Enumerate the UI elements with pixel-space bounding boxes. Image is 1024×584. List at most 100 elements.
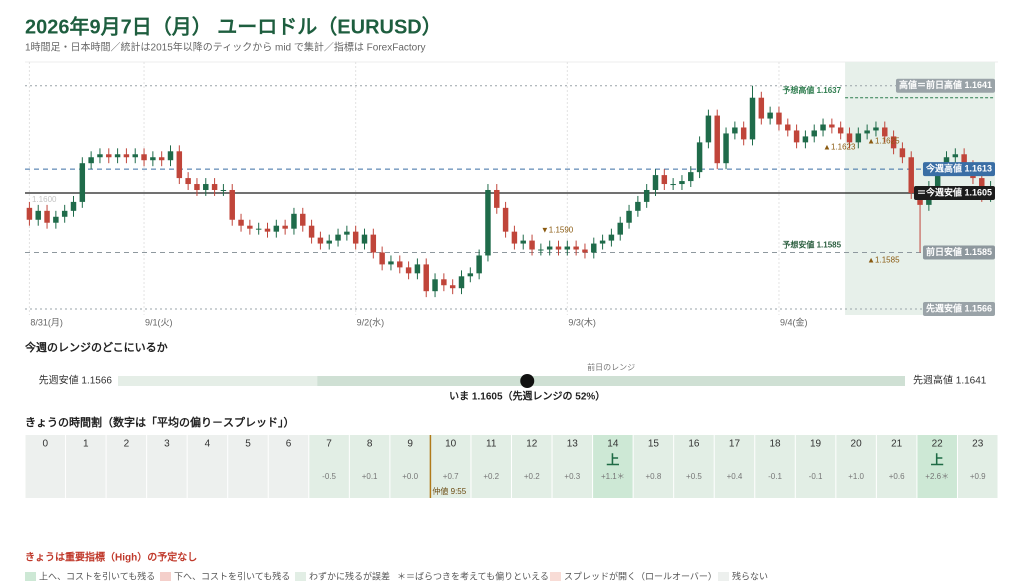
- hour-label: 10: [445, 439, 457, 450]
- candle-body: [670, 184, 676, 186]
- hour-label: 9: [407, 439, 413, 450]
- candle-body: [864, 130, 870, 134]
- hour-cell: [430, 435, 471, 498]
- hour-value: -0.5: [322, 472, 336, 481]
- hour-label: 11: [486, 439, 497, 450]
- candle-body: [608, 234, 615, 241]
- forecast-high-label: 予想高値 1.1637: [782, 85, 841, 95]
- legend-swatch: [718, 572, 729, 581]
- candle-body: [273, 225, 280, 232]
- hour-cell: [25, 435, 66, 498]
- candle-body: [882, 127, 888, 137]
- hour-cell: [795, 435, 836, 498]
- candle-body: [934, 169, 941, 188]
- candle-body: [308, 225, 315, 238]
- candle-body: [238, 219, 244, 226]
- candle-body: [626, 210, 632, 223]
- candle-body: [317, 237, 324, 244]
- candle-body: [846, 133, 853, 143]
- hour-value: -0.1: [809, 472, 823, 481]
- annotation: ▲1.1623: [823, 142, 856, 151]
- candle-body: [88, 157, 94, 164]
- candle-body: [599, 240, 606, 244]
- candle-body: [767, 112, 773, 119]
- hour-label: 3: [164, 439, 170, 450]
- candle-body: [961, 154, 967, 167]
- candle-body: [855, 133, 862, 143]
- candle-body: [326, 240, 332, 244]
- candle-body: [247, 225, 253, 229]
- candle-body: [352, 231, 359, 244]
- hour-cell: [593, 435, 633, 498]
- candle-body: [776, 112, 782, 125]
- candle-body: [264, 228, 271, 232]
- hour-label: 20: [851, 439, 863, 450]
- candle-body: [79, 163, 86, 202]
- candle-body: [635, 201, 641, 211]
- hour-label: 12: [526, 439, 538, 450]
- hour-signal: 上: [606, 452, 619, 467]
- title: 2026年9月7日（月） ユーロドル（EURUSD）: [25, 14, 442, 38]
- hour-label: 18: [769, 439, 781, 450]
- candle-body: [485, 189, 491, 256]
- hour-value: +0.7: [443, 472, 459, 481]
- candle-body: [723, 133, 729, 164]
- candle-body: [793, 130, 800, 143]
- hour-label: 16: [688, 439, 700, 450]
- hour-label: 7: [326, 439, 332, 450]
- candle-body: [688, 172, 694, 182]
- candle-body: [185, 178, 191, 185]
- candle-body: [70, 201, 77, 211]
- hour-label: 14: [607, 439, 619, 450]
- candle-body: [229, 189, 235, 220]
- hour-cell: [390, 435, 430, 498]
- fixing-label: 仲値 9:55: [432, 486, 466, 496]
- candle-body: [194, 184, 200, 190]
- candle-body: [158, 157, 165, 161]
- hour-value: +2.6＊: [925, 472, 949, 481]
- candle-body: [414, 264, 421, 274]
- hour-value: +0.2: [524, 472, 540, 481]
- hour-cell: [471, 435, 511, 498]
- hour-cell: [106, 435, 147, 498]
- candle-body: [617, 222, 623, 235]
- candle-body: [564, 246, 571, 250]
- candle-body: [802, 136, 809, 143]
- candle-body: [555, 246, 562, 250]
- candle-body: [423, 264, 429, 292]
- x-tick-label: 9/3(木): [568, 316, 596, 327]
- candle-body: [114, 154, 121, 158]
- candle-body: [873, 127, 879, 131]
- candle-body: [106, 154, 112, 158]
- candle-body: [679, 181, 685, 185]
- candle-body: [282, 225, 288, 229]
- legend-label: 上へ、コストを引いても残る: [39, 570, 155, 581]
- candle-body: [652, 175, 659, 190]
- hourly-title: きょうの時間割（数字は「平均の偏り－スプレッド」）: [25, 415, 295, 429]
- candle-body: [344, 231, 350, 235]
- prev-range-bar: [317, 376, 906, 386]
- hour-label: 5: [245, 439, 251, 450]
- candle-body: [379, 252, 385, 265]
- candle-body: [211, 184, 218, 190]
- hour-signal: 上: [931, 452, 944, 467]
- hour-cell: [512, 435, 552, 498]
- candle-body: [494, 189, 500, 208]
- candle-body: [661, 175, 668, 185]
- candle-body: [502, 207, 509, 232]
- hour-value: +0.6: [889, 472, 905, 481]
- candle-body: [899, 148, 906, 158]
- candle-body: [529, 240, 535, 250]
- hour-value: +1.1＊: [601, 472, 625, 481]
- candle-body: [467, 273, 474, 277]
- candle-body: [176, 151, 183, 179]
- candle-body: [335, 234, 341, 241]
- hour-cell: [674, 435, 714, 498]
- hour-value: -0.1: [768, 472, 782, 481]
- candle-body: [220, 189, 227, 191]
- hour-value: +0.2: [483, 472, 499, 481]
- candle-body: [591, 243, 597, 253]
- candle-body: [53, 216, 59, 223]
- hour-label: 0: [42, 439, 48, 450]
- candle-body: [97, 154, 103, 158]
